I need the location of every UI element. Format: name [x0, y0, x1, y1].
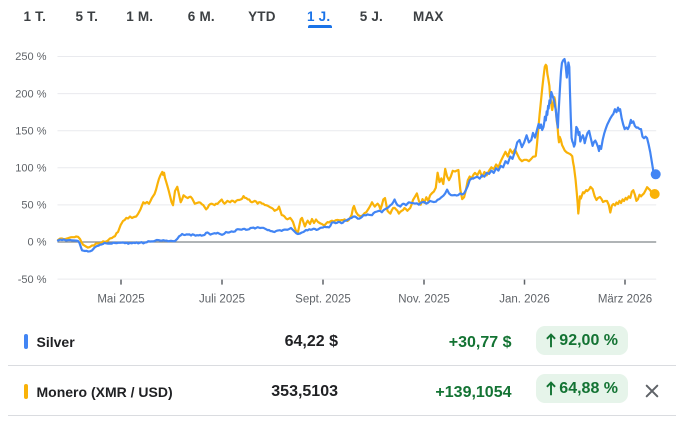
svg-text:150 %: 150 %: [15, 125, 46, 137]
svg-text:200 %: 200 %: [15, 88, 46, 100]
svg-text:250 %: 250 %: [15, 51, 46, 63]
svg-text:Sept. 2025: Sept. 2025: [295, 293, 351, 305]
svg-text:50 %: 50 %: [21, 200, 46, 212]
svg-text:100 %: 100 %: [15, 163, 46, 175]
svg-text:Juli 2025: Juli 2025: [199, 293, 245, 305]
svg-text:März 2026: März 2026: [598, 293, 652, 305]
svg-text:0 %: 0 %: [28, 237, 47, 249]
svg-text:Nov. 2025: Nov. 2025: [398, 293, 450, 305]
svg-text:Mai 2025: Mai 2025: [97, 293, 144, 305]
svg-text:-50 %: -50 %: [18, 274, 47, 286]
svg-text:Jan. 2026: Jan. 2026: [499, 293, 550, 305]
